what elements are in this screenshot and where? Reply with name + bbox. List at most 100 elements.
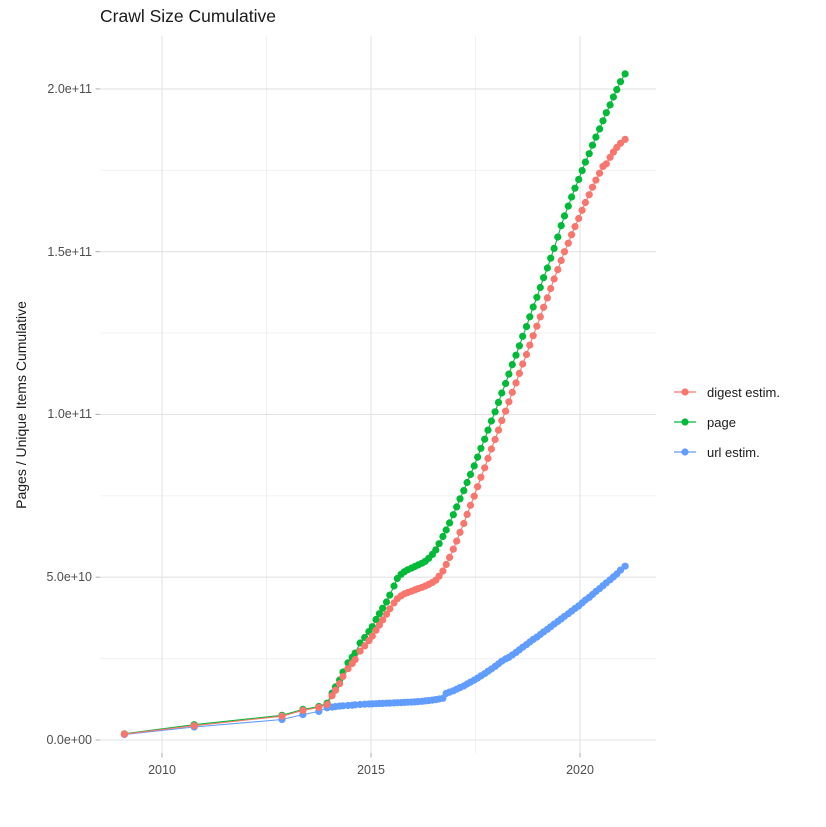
legend-key-icon [674, 418, 696, 426]
data-point [460, 487, 468, 495]
data-point [386, 605, 394, 613]
data-point [435, 540, 443, 548]
data-point [621, 135, 629, 143]
data-point [526, 313, 534, 321]
data-point [543, 294, 552, 302]
data-point [120, 730, 128, 738]
y-axis-title: Pages / Unique Items Cumulative [13, 301, 29, 509]
data-point [529, 303, 537, 311]
data-point [315, 703, 323, 712]
data-point [449, 545, 457, 553]
data-point [442, 526, 450, 534]
data-point [578, 167, 586, 175]
legend-item: digest estim. [672, 377, 780, 407]
data-point [554, 266, 562, 274]
data-point [540, 274, 548, 282]
data-point [481, 435, 489, 443]
data-point [543, 264, 552, 272]
data-point [596, 169, 604, 177]
data-point [351, 656, 359, 664]
data-point [519, 360, 527, 368]
legend-item: page [672, 407, 780, 437]
data-point [554, 233, 562, 241]
data-point [512, 351, 520, 359]
legend-key-icon [674, 448, 696, 456]
data-point [439, 532, 447, 541]
data-point [470, 492, 478, 500]
data-point [336, 680, 344, 688]
data-point [190, 722, 198, 730]
data-point [581, 198, 590, 207]
legend-key-dot [681, 448, 689, 456]
legend-key-icon [674, 388, 696, 396]
data-point [460, 519, 468, 528]
data-point [379, 604, 387, 612]
data-point [474, 453, 482, 461]
y-tick-label: 1.5e+11 [47, 244, 92, 259]
data-point [463, 510, 471, 518]
legend-key-dot [681, 388, 689, 396]
data-point [484, 426, 492, 434]
x-tick-label: 2020 [566, 763, 594, 777]
data-point [602, 160, 610, 168]
series-line-digest-estim- [124, 138, 626, 735]
data-point [375, 621, 383, 629]
data-point [463, 478, 471, 487]
data-point [568, 193, 576, 201]
data-point [592, 133, 600, 141]
data-point [491, 408, 499, 416]
data-point [328, 692, 336, 700]
data-point [571, 184, 579, 192]
data-point [560, 248, 569, 256]
data-point [533, 322, 541, 330]
data-point [344, 665, 352, 673]
legend-label: page [707, 414, 736, 430]
data-point [498, 417, 506, 425]
data-point [550, 244, 558, 252]
data-point [494, 398, 503, 406]
data-point [502, 379, 510, 388]
data-point [386, 591, 394, 599]
data-point [278, 712, 286, 720]
data-point [442, 560, 450, 569]
data-point [599, 117, 607, 125]
data-point [453, 503, 461, 511]
data-point [477, 444, 485, 452]
data-point [487, 417, 495, 425]
data-point [540, 303, 548, 311]
data-point [487, 445, 495, 453]
data-point [526, 341, 534, 349]
data-point [621, 70, 629, 78]
data-point [508, 361, 516, 369]
data-point [379, 616, 387, 624]
data-point [446, 553, 454, 562]
y-tick-label: 0.0e+00 [46, 733, 92, 747]
data-point [596, 125, 604, 133]
data-point [585, 150, 593, 158]
y-tick-label: 2.0e+11 [47, 81, 92, 96]
data-point [470, 462, 478, 470]
data-point [581, 158, 590, 166]
data-point [382, 598, 391, 606]
data-point [536, 313, 544, 321]
data-point [494, 426, 503, 434]
data-point [339, 672, 347, 681]
data-point [331, 686, 340, 694]
data-point [446, 519, 454, 527]
data-point [616, 78, 625, 86]
data-point [505, 370, 513, 378]
data-point [356, 647, 364, 655]
data-point [390, 582, 398, 590]
y-tick-label: 5.0e+10 [46, 570, 92, 585]
data-point [560, 212, 569, 220]
data-point [575, 214, 583, 223]
chart-title: Crawl Size Cumulative [100, 6, 277, 26]
data-point [578, 206, 586, 214]
data-point [491, 435, 499, 444]
data-point [477, 473, 485, 481]
data-point [323, 700, 331, 709]
data-point [564, 202, 572, 210]
data-point [481, 464, 489, 472]
data-point [515, 342, 524, 350]
